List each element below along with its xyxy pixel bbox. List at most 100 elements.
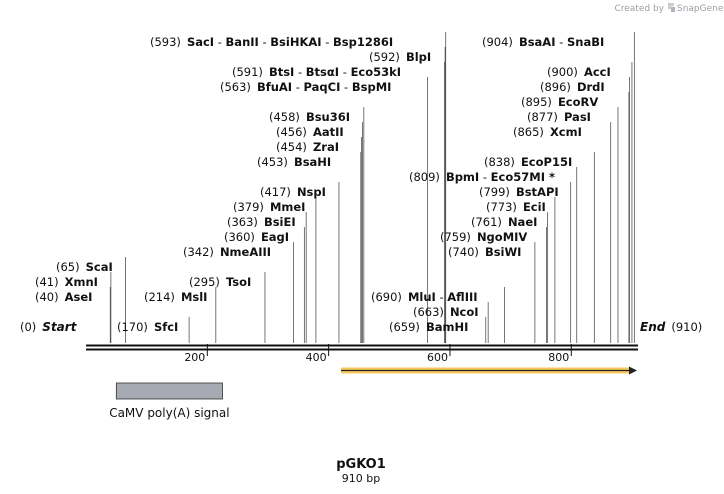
- site-label: (690) MluI - AflIII: [371, 290, 478, 304]
- site-label: (563) BfuAI - PaqCI - BspMI: [220, 80, 391, 94]
- site-position: (379): [233, 200, 264, 214]
- site-position: (877): [527, 110, 558, 124]
- site-position: (663): [413, 305, 444, 319]
- site-position: (170): [117, 320, 148, 334]
- site-label: (456) AatII: [276, 125, 344, 139]
- site-label: (295) TsoI: [189, 275, 251, 289]
- site-label: (809) BpmI - Eco57MI *: [409, 170, 555, 184]
- site-position: (740): [448, 245, 479, 259]
- enzyme-name: AccI: [584, 65, 611, 79]
- enzyme-name: MslI: [181, 290, 208, 304]
- site-position: (342): [183, 245, 214, 259]
- site-label: (592) BlpI: [369, 50, 431, 64]
- site-label: (895) EcoRV: [521, 95, 598, 109]
- enzyme-name: NmeAIII: [220, 245, 271, 259]
- enzyme-name: SnaBI: [567, 35, 604, 49]
- enzyme-name: BsaHI: [294, 155, 331, 169]
- enzyme-name: End: [640, 320, 666, 334]
- axis-tick-label: 600: [427, 351, 448, 364]
- enzyme-name: SacI: [187, 35, 214, 49]
- enzyme-name: TsoI: [226, 275, 251, 289]
- snapgene-branding: Created by SnapGene: [614, 3, 724, 14]
- site-position: (65): [56, 260, 80, 274]
- site-label: (40) AseI: [35, 290, 92, 304]
- site-separator: -: [259, 35, 270, 49]
- site-position: (214): [144, 290, 175, 304]
- site-position: (865): [513, 125, 544, 139]
- site-position: (592): [369, 50, 400, 64]
- site-position: (900): [547, 65, 578, 79]
- site-position: (690): [371, 290, 402, 304]
- axis-tick-label: 400: [306, 351, 327, 364]
- site-label: (759) NgoMIV: [440, 230, 527, 244]
- site-label: End (910): [640, 320, 702, 334]
- site-label: (65) ScaI: [56, 260, 113, 274]
- enzyme-name: Eco53kI: [351, 65, 402, 79]
- site-position: (759): [440, 230, 471, 244]
- site-label: (360) EagI: [224, 230, 289, 244]
- site-position: (593): [150, 35, 181, 49]
- enzyme-name: NgoMIV: [477, 230, 527, 244]
- site-position: (563): [220, 80, 251, 94]
- site-label: (904) BsaAI - SnaBI: [482, 35, 604, 49]
- enzyme-name: AseI: [65, 290, 93, 304]
- enzyme-name: XmnI: [65, 275, 98, 289]
- enzyme-name: NaeI: [508, 215, 537, 229]
- enzyme-name: BsiWI: [485, 245, 522, 259]
- enzyme-name: ZraI: [313, 140, 339, 154]
- feature-arrow: [341, 366, 637, 375]
- enzyme-name: BsiEI: [264, 215, 296, 229]
- site-separator: -: [292, 80, 303, 94]
- site-position: (910): [671, 320, 702, 334]
- site-position: (417): [260, 185, 291, 199]
- feature-label: CaMV poly(A) signal: [109, 406, 229, 420]
- enzyme-name: EcoRV: [558, 95, 598, 109]
- site-separator: -: [322, 35, 333, 49]
- site-separator: -: [339, 65, 350, 79]
- branding-prefix: Created by: [614, 4, 664, 14]
- enzyme-name: EcoP15I: [521, 155, 572, 169]
- site-position: (456): [276, 125, 307, 139]
- enzyme-name: SfcI: [154, 320, 178, 334]
- site-position: (454): [276, 140, 307, 154]
- site-labels: (0) Start (40) AseI (41) XmnI(65) ScaI (170) Sfc…: [20, 35, 702, 334]
- site-position: (453): [257, 155, 288, 169]
- snapgene-logo-icon: [668, 3, 675, 12]
- enzyme-name: BtsI: [269, 65, 294, 79]
- site-separator: -: [340, 80, 351, 94]
- axis-tick-label: 800: [548, 351, 569, 364]
- axis-ticks: 200 400 600 800: [184, 344, 572, 364]
- enzyme-name: XcmI: [550, 125, 582, 139]
- site-position: (458): [269, 110, 300, 124]
- enzyme-name: BsiHKAI: [270, 35, 321, 49]
- enzyme-name: PaqCI: [304, 80, 341, 94]
- enzyme-name: Start: [42, 320, 77, 334]
- plasmid-name: pGKO1: [336, 457, 386, 472]
- site-position: (659): [389, 320, 420, 334]
- enzyme-name: MluI: [408, 290, 436, 304]
- plasmid-length: 910 bp: [342, 472, 380, 485]
- enzyme-name: BstAPI: [516, 185, 559, 199]
- site-position: (809): [409, 170, 440, 184]
- branding-name: SnapGene: [677, 4, 724, 14]
- site-position: (591): [232, 65, 263, 79]
- site-label: (773) EciI: [486, 200, 546, 214]
- enzyme-name: DrdI: [577, 80, 605, 94]
- site-position: (773): [486, 200, 517, 214]
- site-label: (593) SacI - BanII - BsiHKAI - Bsp1286I: [150, 35, 393, 49]
- site-position: (363): [227, 215, 258, 229]
- site-position: (295): [189, 275, 220, 289]
- enzyme-name: BpmI: [446, 170, 479, 184]
- site-label: (0) Start: [20, 320, 78, 334]
- site-position: (895): [521, 95, 552, 109]
- site-label: (363) BsiEI: [227, 215, 296, 229]
- enzyme-name: PasI: [564, 110, 591, 124]
- features: CaMV poly(A) signal: [109, 366, 637, 420]
- site-label: (170) SfcI: [117, 320, 178, 334]
- site-position: (41): [35, 275, 59, 289]
- site-position: (761): [471, 215, 502, 229]
- site-label: (865) XcmI: [513, 125, 582, 139]
- site-label: (900) AccI: [547, 65, 611, 79]
- enzyme-name: MmeI: [270, 200, 306, 214]
